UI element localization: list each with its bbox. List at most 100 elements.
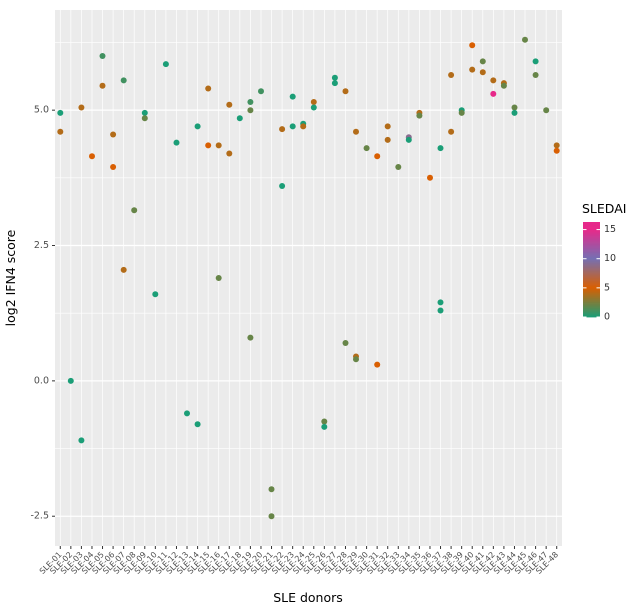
- legend-gradient-segment: [583, 250, 600, 252]
- legend-gradient-segment: [583, 290, 600, 292]
- legend-gradient-segment: [583, 278, 600, 280]
- data-point: [437, 299, 444, 306]
- data-point: [152, 291, 159, 298]
- legend-gradient-segment: [583, 308, 600, 310]
- data-point: [184, 410, 190, 417]
- data-point: [342, 88, 349, 95]
- legend-tick-label: 10: [604, 253, 616, 264]
- data-point: [310, 104, 317, 111]
- legend-gradient-segment: [583, 293, 600, 295]
- x-axis-title: SLE donors: [273, 590, 343, 605]
- data-point: [57, 128, 64, 135]
- data-point: [321, 423, 328, 430]
- data-point: [247, 334, 254, 341]
- legend-gradient-segment: [583, 265, 600, 267]
- legend-gradient-segment: [583, 273, 600, 275]
- legend-gradient-segment: [583, 305, 600, 308]
- legend-gradient-segment: [583, 291, 600, 293]
- data-point: [342, 340, 349, 346]
- legend-gradient-segment: [583, 275, 600, 278]
- legend-gradient-segment: [583, 263, 600, 265]
- data-point: [532, 72, 539, 78]
- data-point: [99, 53, 106, 59]
- legend-gradient-segment: [583, 298, 600, 300]
- legend-gradient-segment: [583, 267, 600, 269]
- legend-gradient-segment: [583, 243, 600, 245]
- data-point: [448, 72, 455, 78]
- legend-gradient-segment: [583, 255, 600, 257]
- legend-gradient-segment: [583, 222, 600, 224]
- data-point: [384, 136, 391, 143]
- legend-gradient-segment: [583, 269, 600, 271]
- legend-gradient-segment: [583, 251, 600, 253]
- legend-gradient-segment: [583, 309, 600, 311]
- legend-gradient-segment: [583, 234, 600, 236]
- legend-gradient-segment: [583, 236, 600, 238]
- data-point: [110, 131, 117, 138]
- legend-gradient-segment: [583, 309, 600, 312]
- legend-gradient-segment: [583, 256, 600, 259]
- data-point: [78, 437, 85, 444]
- data-point: [321, 418, 328, 425]
- legend-gradient-segment: [583, 292, 600, 294]
- data-point: [500, 82, 507, 89]
- legend-gradient-segment: [583, 314, 600, 316]
- data-point: [247, 99, 254, 105]
- legend-gradient-segment: [583, 264, 600, 266]
- legend-gradient-segment: [583, 270, 600, 272]
- legend-gradient-segment: [583, 282, 600, 284]
- legend-gradient-segment: [583, 296, 600, 298]
- data-point: [300, 123, 307, 130]
- legend-title: SLEDAI: [582, 201, 626, 216]
- legend-gradient-segment: [583, 245, 600, 247]
- legend-gradient-segment: [583, 274, 600, 276]
- legend-gradient-segment: [583, 260, 600, 262]
- data-point: [120, 77, 127, 84]
- data-point: [310, 99, 317, 105]
- legend-gradient-segment: [583, 301, 600, 303]
- legend-gradient-segment: [583, 313, 600, 315]
- data-point: [205, 142, 212, 149]
- data-point: [215, 275, 222, 281]
- data-point: [469, 42, 476, 49]
- data-point: [353, 356, 359, 363]
- data-point: [289, 93, 296, 100]
- data-point: [490, 77, 497, 84]
- data-point: [479, 69, 486, 76]
- legend-gradient-segment: [583, 283, 600, 285]
- data-point: [236, 115, 243, 122]
- data-point: [374, 153, 381, 160]
- legend-gradient-segment: [583, 253, 600, 255]
- plot-panel-layer: [55, 10, 562, 546]
- data-point: [448, 128, 455, 135]
- legend-gradient-segment: [583, 281, 600, 283]
- legend-gradient-segment: [583, 286, 600, 288]
- legend-gradient-segment: [583, 247, 600, 249]
- data-point: [205, 85, 212, 92]
- data-point: [110, 164, 117, 170]
- legend-gradient-segment: [583, 248, 600, 251]
- data-point: [553, 142, 560, 149]
- legend-gradient-segment: [583, 310, 600, 312]
- legend-gradient-segment: [583, 284, 600, 286]
- data-point: [78, 104, 85, 111]
- data-point: [395, 164, 402, 170]
- plot-panel: [55, 10, 562, 546]
- data-point: [131, 207, 138, 214]
- legend-gradient-segment: [583, 287, 600, 289]
- legend-gradient-segment: [583, 232, 600, 234]
- legend-gradient-segment: [583, 290, 600, 293]
- data-point: [162, 61, 169, 68]
- legend-gradient-segment: [583, 257, 600, 259]
- data-point: [57, 109, 64, 116]
- legend-gradient-segment: [583, 271, 600, 274]
- legend-gradient-segment: [583, 285, 600, 287]
- data-point: [268, 486, 275, 493]
- legend-gradient-segment: [583, 277, 600, 279]
- data-point: [279, 183, 286, 189]
- data-point: [331, 80, 338, 87]
- data-point: [99, 82, 106, 89]
- data-point: [522, 36, 528, 43]
- legend-gradient-segment: [583, 242, 600, 244]
